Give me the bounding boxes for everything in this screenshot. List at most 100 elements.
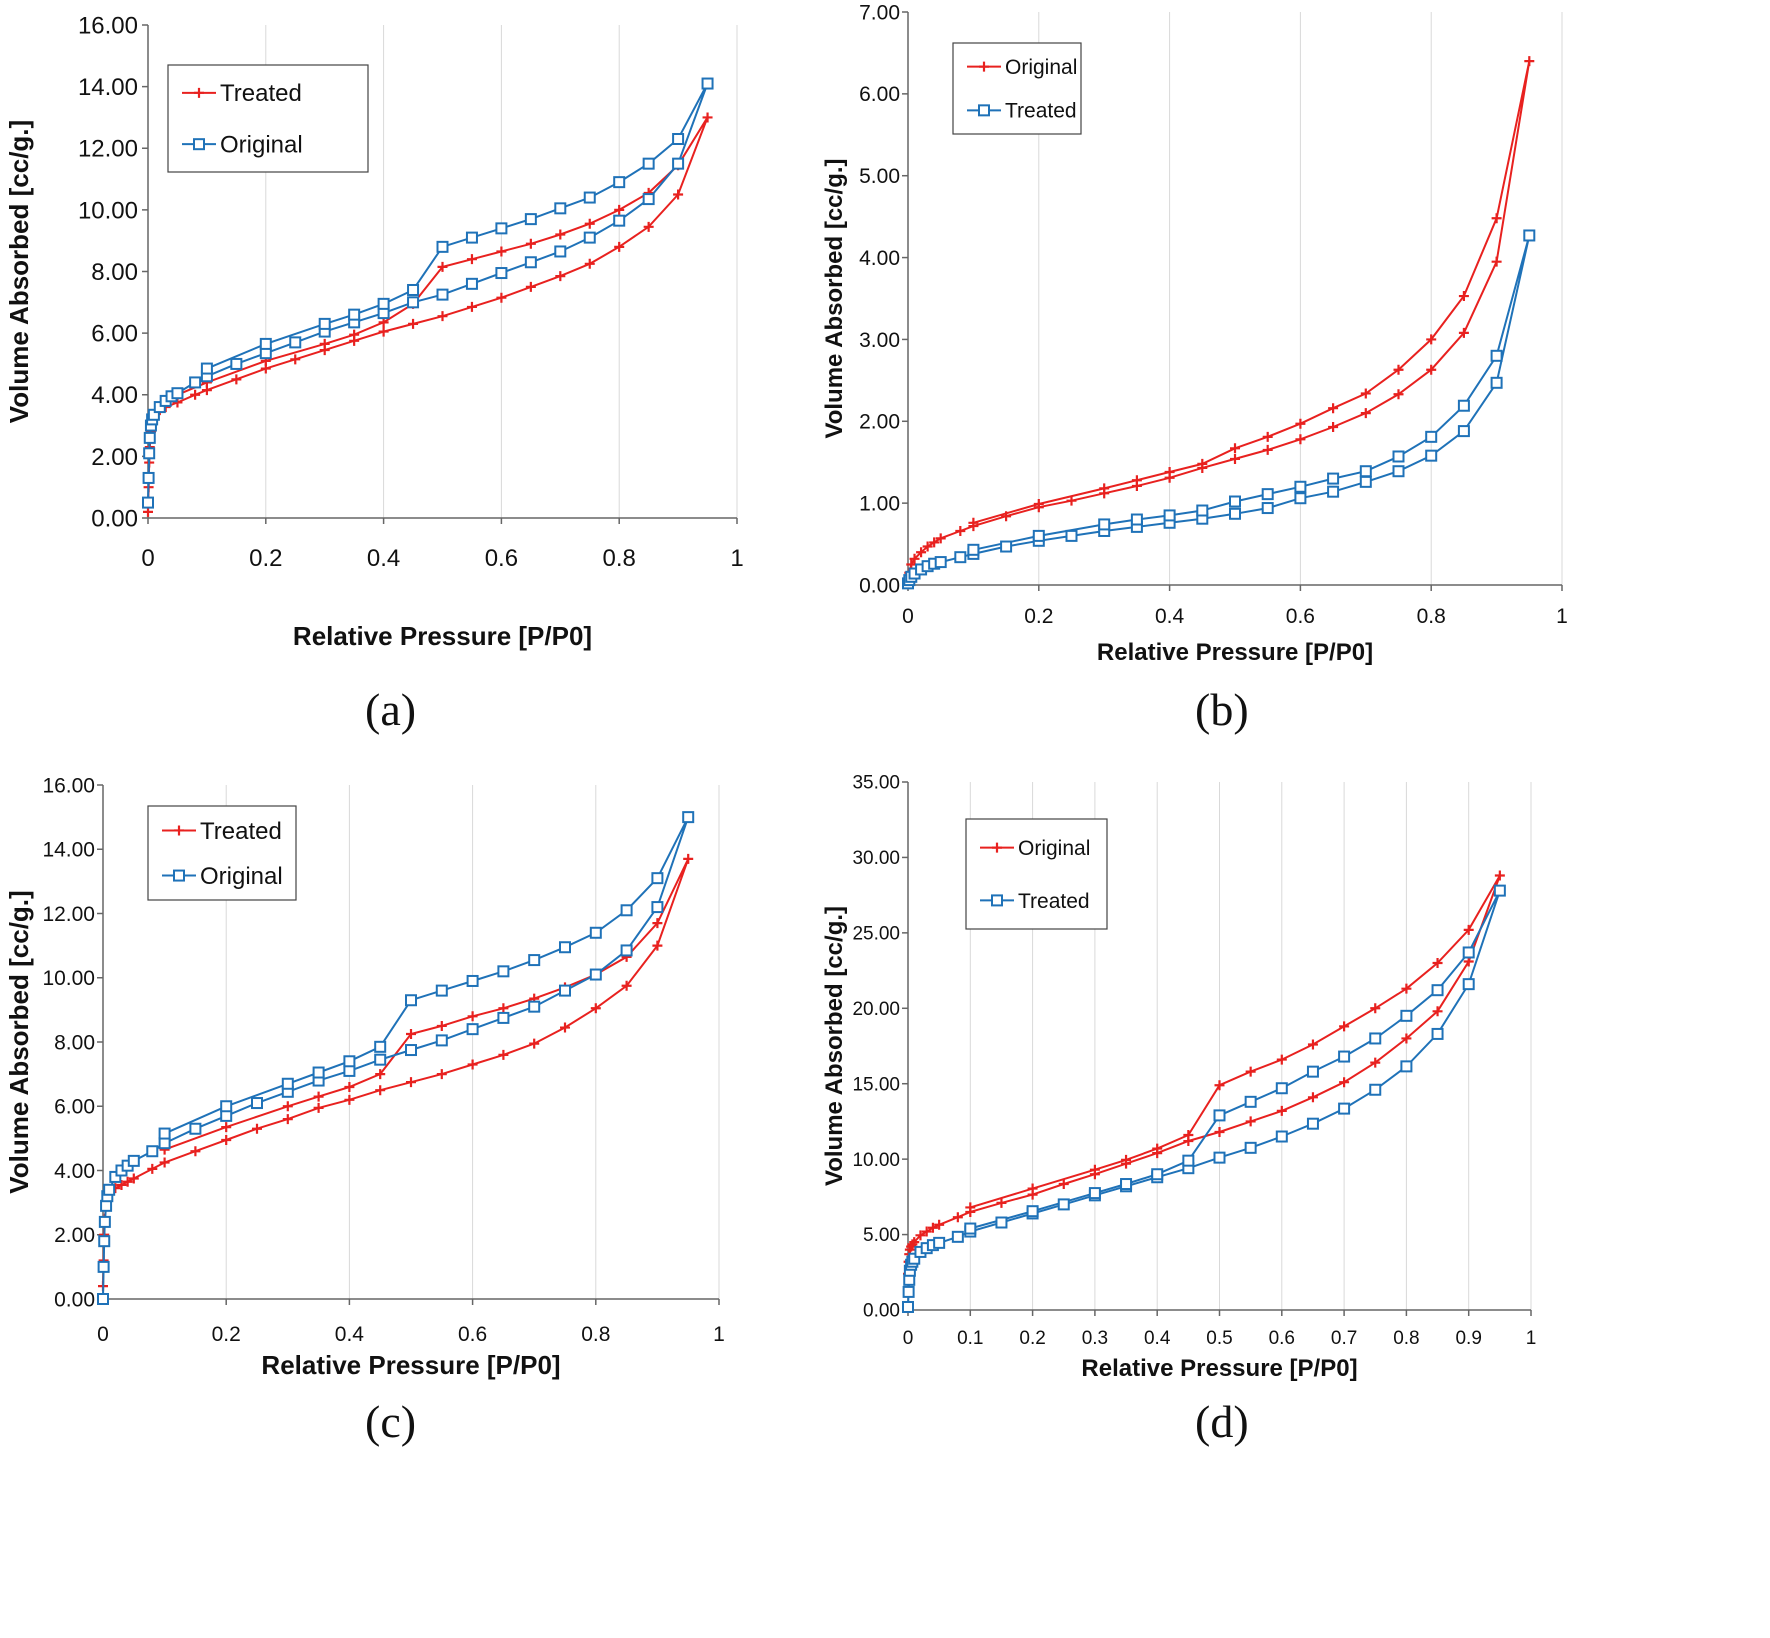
data-point xyxy=(349,329,360,340)
data-point xyxy=(467,1011,478,1022)
x-tick-label: 0.3 xyxy=(1082,1328,1108,1349)
data-point xyxy=(1245,1066,1256,1077)
data-point xyxy=(1213,1151,1226,1164)
data-point xyxy=(435,984,448,997)
y-tick-label: 5.00 xyxy=(863,1225,900,1246)
legend-label: Original xyxy=(1005,56,1077,79)
data-point xyxy=(1328,422,1339,433)
data-point xyxy=(584,218,595,229)
data-point xyxy=(436,1020,447,1031)
data-point xyxy=(1338,1050,1351,1063)
data-point xyxy=(1523,229,1536,242)
data-point xyxy=(1244,1095,1257,1108)
data-point xyxy=(495,222,508,235)
data-point xyxy=(1401,1033,1412,1044)
data-point xyxy=(221,1134,232,1145)
data-point xyxy=(952,1212,963,1223)
x-tick-label: 1 xyxy=(1526,1328,1537,1349)
data-point xyxy=(528,954,541,967)
data-point xyxy=(1426,334,1437,345)
data-point xyxy=(915,1230,926,1241)
data-point xyxy=(1463,924,1474,935)
legend-marker xyxy=(193,138,205,151)
data-point xyxy=(1099,483,1110,494)
data-point xyxy=(951,1230,964,1243)
data-point xyxy=(701,77,714,90)
data-point xyxy=(673,189,684,200)
data-point xyxy=(620,904,633,917)
data-point xyxy=(613,214,626,227)
data-point xyxy=(968,517,979,528)
x-tick-label: 0.8 xyxy=(581,1323,610,1346)
data-point xyxy=(1294,492,1307,505)
series-line-original xyxy=(907,60,1531,582)
data-point xyxy=(171,387,184,400)
data-point xyxy=(1229,495,1241,508)
data-point xyxy=(620,944,633,957)
y-tick-label: 16.00 xyxy=(78,12,138,39)
data-point xyxy=(1359,465,1372,478)
data-point xyxy=(1088,1187,1101,1200)
data-point xyxy=(252,1123,262,1134)
data-point xyxy=(498,1003,509,1014)
data-point xyxy=(436,240,449,253)
data-point xyxy=(259,337,272,350)
legend-marker xyxy=(173,869,185,882)
data-point xyxy=(909,1237,920,1248)
data-point xyxy=(122,1176,133,1187)
x-tick-label: 1 xyxy=(730,545,743,572)
legend-label: Original xyxy=(220,132,303,159)
data-point xyxy=(909,553,920,564)
data-point xyxy=(1276,1054,1287,1065)
x-tick-label: 0.4 xyxy=(1144,1328,1171,1349)
legend-marker xyxy=(174,825,184,836)
data-point xyxy=(1197,458,1208,469)
data-point xyxy=(343,1055,356,1068)
y-axis-title: Volume Absorbed [cc/g.] xyxy=(4,120,34,423)
data-point xyxy=(621,980,632,991)
data-point xyxy=(142,496,154,509)
data-point xyxy=(933,1236,946,1249)
data-point xyxy=(230,357,243,370)
legend-marker xyxy=(194,87,204,98)
data-point xyxy=(1432,1006,1443,1017)
data-point xyxy=(375,1069,386,1080)
y-tick-label: 4.00 xyxy=(859,247,900,270)
chart-b: 0.00 1.00 2.00 3.00 4.00 5.00 6.00 7.00 0 0.2 0.4 0… xyxy=(821,1,1568,666)
x-tick-label: 0.6 xyxy=(1286,605,1315,628)
data-point xyxy=(1306,1117,1319,1130)
data-point xyxy=(1213,1109,1226,1122)
data-point xyxy=(146,1145,159,1158)
data-point xyxy=(495,267,508,280)
x-tick-label: 0.2 xyxy=(212,1323,241,1346)
data-point xyxy=(1121,1154,1132,1165)
legend-box xyxy=(965,818,1108,930)
data-point xyxy=(159,1157,170,1168)
data-point xyxy=(554,202,567,215)
data-point xyxy=(1152,1143,1163,1154)
data-point xyxy=(221,1122,232,1133)
data-point xyxy=(344,1094,355,1105)
legend-label: Original xyxy=(1018,837,1090,860)
x-tick-label: 0.5 xyxy=(1206,1328,1232,1349)
data-point xyxy=(1275,1130,1288,1143)
data-point xyxy=(220,1100,233,1113)
x-tick-label: 0.7 xyxy=(1331,1328,1357,1349)
data-point xyxy=(282,1114,293,1125)
y-axis-title: Volume Absorbed [cc/g.] xyxy=(821,906,848,1186)
data-point xyxy=(437,261,448,272)
data-point xyxy=(934,556,947,569)
data-point xyxy=(1370,1003,1381,1014)
data-point xyxy=(1392,450,1405,463)
y-tick-label: 15.00 xyxy=(852,1074,900,1095)
data-point xyxy=(1425,430,1438,443)
data-point xyxy=(97,1260,110,1273)
data-point xyxy=(1339,1021,1350,1032)
data-point xyxy=(378,326,389,337)
data-point xyxy=(642,157,655,170)
data-point xyxy=(407,283,420,296)
data-point xyxy=(435,1034,448,1047)
data-point xyxy=(498,1049,509,1060)
legend-box xyxy=(147,805,297,901)
data-point xyxy=(1131,475,1142,486)
